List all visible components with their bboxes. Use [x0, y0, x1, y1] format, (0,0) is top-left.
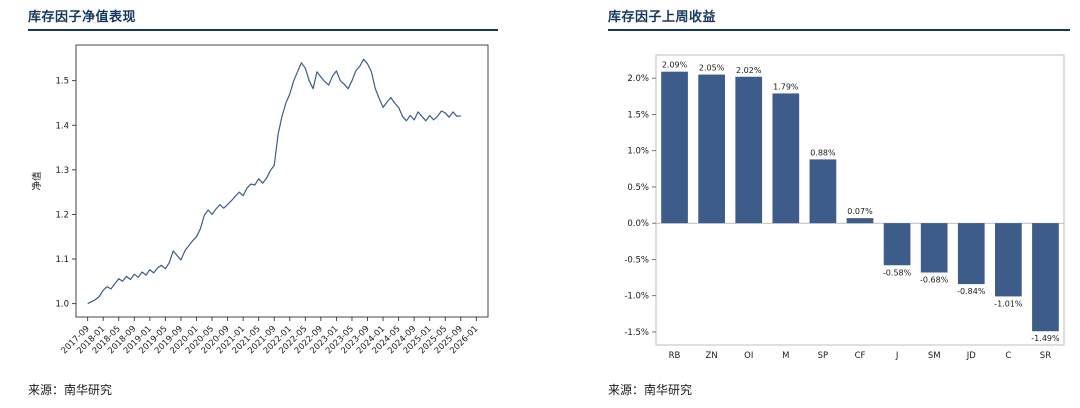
svg-text:CF: CF — [855, 351, 866, 361]
svg-text:-1.01%: -1.01% — [994, 299, 1023, 308]
svg-text:1.1: 1.1 — [55, 255, 69, 265]
svg-text:OI: OI — [744, 351, 753, 361]
svg-text:0.0%: 0.0% — [627, 219, 649, 229]
svg-text:2.05%: 2.05% — [699, 64, 725, 73]
title-underline-left — [28, 29, 498, 31]
panel-net-value: 库存因子净值表现 1.0 1.1 1.2 1.3 1.4 1.5 2017-09 2018-0… — [28, 6, 498, 398]
svg-text:1.0%: 1.0% — [627, 147, 649, 157]
svg-text:1.0: 1.0 — [55, 300, 69, 310]
svg-text:1.3: 1.3 — [55, 166, 69, 176]
svg-text:-0.84%: -0.84% — [957, 287, 986, 296]
svg-text:0.5%: 0.5% — [627, 183, 649, 193]
svg-text:RB: RB — [669, 351, 681, 361]
svg-text:-1.49%: -1.49% — [1031, 334, 1060, 343]
svg-text:1.79%: 1.79% — [773, 82, 799, 91]
svg-text:SM: SM — [928, 351, 941, 361]
svg-text:-1.0%: -1.0% — [624, 292, 649, 302]
weekly-return-bar-chart: 2.0% 1.5% 1.0% 0.5% 0.0% -0.5% -1.0% -1.5% 2.09%… — [624, 54, 1065, 361]
chart-title-weekly-return: 库存因子上周收益 — [608, 10, 717, 25]
svg-text:1.5: 1.5 — [55, 77, 69, 87]
svg-text:2.0%: 2.0% — [627, 74, 649, 84]
net-value-line-chart: 1.01.11.21.31.41.52017-092018-012018-052… — [31, 44, 489, 356]
svg-text:-1.5%: -1.5% — [624, 328, 649, 338]
svg-text:1.4: 1.4 — [55, 121, 69, 131]
svg-text:SP: SP — [818, 351, 829, 361]
svg-text:2.09%: 2.09% — [662, 61, 688, 70]
svg-text:SR: SR — [1040, 351, 1051, 361]
svg-text:0.07%: 0.07% — [847, 207, 873, 216]
svg-text:-0.58%: -0.58% — [883, 268, 912, 277]
chart-title-net-value: 库存因子净值表现 — [28, 10, 137, 25]
svg-text:净值: 净值 — [31, 171, 43, 191]
source-note-right: 来源：南华研究 — [608, 383, 693, 397]
svg-text:ZN: ZN — [706, 351, 718, 361]
svg-text:-0.68%: -0.68% — [920, 276, 949, 285]
svg-text:2.02%: 2.02% — [736, 66, 762, 75]
title-underline-right — [608, 29, 1070, 31]
svg-text:1.2: 1.2 — [55, 210, 69, 220]
svg-text:-0.5%: -0.5% — [624, 255, 649, 265]
svg-text:JD: JD — [966, 351, 977, 361]
svg-text:0.88%: 0.88% — [810, 148, 836, 157]
source-note-left: 来源：南华研究 — [28, 383, 113, 397]
panel-weekly-return: 库存因子上周收益 2.0% 1.5% 1.0% 0.5% 0.0% -0.5% -1.0% -… — [608, 6, 1070, 398]
svg-text:1.5%: 1.5% — [627, 110, 649, 120]
svg-text:C: C — [1005, 351, 1011, 361]
svg-text:M: M — [782, 351, 789, 361]
svg-text:J: J — [895, 351, 899, 361]
